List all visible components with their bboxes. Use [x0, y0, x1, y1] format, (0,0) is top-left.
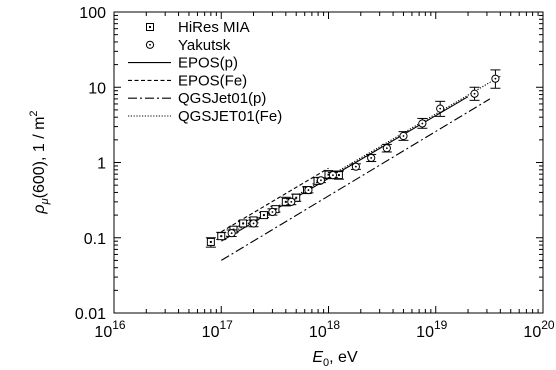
marker-center [332, 174, 334, 177]
legend-label: QGSJET01(Fe) [178, 108, 282, 125]
y-tick-label: 10 [88, 80, 106, 97]
legend-label: EPOS(Fe) [178, 72, 247, 89]
y-tick-label: 0.1 [84, 231, 106, 248]
data-point [216, 231, 227, 241]
y-tick-label: 100 [79, 5, 106, 22]
legend-entry: QGSJet01(p) [128, 90, 266, 107]
data-point [398, 131, 409, 141]
legend-label: Yakutsk [178, 37, 231, 54]
marker-center [271, 211, 274, 213]
marker-center [494, 77, 497, 80]
legend-entry: HiRes MIA [146, 19, 250, 36]
data-point [258, 211, 269, 220]
marker-center [230, 232, 233, 235]
data-point [366, 153, 377, 163]
marker-center [385, 147, 388, 150]
marker-center [473, 92, 476, 95]
legend-label: EPOS(p) [178, 55, 238, 72]
legend: HiRes MIAYakutskEPOS(p)EPOS(Fe)QGSJet01(… [128, 19, 282, 125]
legend-marker-center [149, 26, 151, 28]
marker-center [439, 107, 442, 110]
x-tick-label: 1018 [309, 318, 340, 341]
data-point [350, 162, 361, 171]
marker-center [327, 173, 330, 176]
marker-center [307, 189, 310, 191]
marker-center [284, 200, 287, 203]
x-tick-label: 1019 [416, 318, 447, 341]
data-point [327, 171, 338, 180]
data-point [435, 100, 446, 117]
data-points [205, 69, 501, 248]
x-tick-label: 1020 [523, 318, 554, 341]
data-point [267, 207, 278, 217]
legend-entry: EPOS(p) [128, 55, 238, 72]
marker-center [242, 222, 245, 225]
marker-center [370, 157, 373, 159]
data-point [238, 219, 249, 228]
marker-center [290, 200, 293, 203]
data-point [286, 197, 297, 206]
marker-center [295, 196, 298, 199]
marker-center [252, 222, 255, 225]
x-tick-label: 1016 [94, 318, 125, 341]
marker-center [421, 122, 424, 125]
x-axis-label: E0, eV [312, 349, 358, 369]
data-point [303, 185, 314, 195]
marker-center [402, 135, 405, 137]
marker-center [337, 174, 340, 177]
marker-center [320, 179, 322, 182]
marker-center [209, 240, 212, 243]
x-tick-labels: 1016 1017 1018 1019 1020 [94, 318, 554, 341]
x-tick-label: 1017 [202, 318, 233, 341]
data-point [333, 170, 344, 180]
y-tick-label: 0.01 [75, 306, 106, 323]
marker-center [220, 235, 223, 238]
y-tick-label: 1 [97, 156, 106, 173]
data-point [417, 117, 428, 129]
y-tick-labels: 0.01 0.1 1 10 100 [75, 5, 106, 323]
marker-center [354, 165, 357, 168]
y-axis-label: ρμ(600), 1 / m2 [28, 110, 51, 214]
legend-entry: EPOS(Fe) [128, 72, 247, 89]
data-point [248, 219, 259, 228]
series-line [221, 167, 329, 233]
legend-entry: Yakutsk [145, 37, 231, 54]
marker-center [262, 214, 265, 217]
tick-marks [113, 11, 544, 314]
legend-label: QGSJet01(p) [178, 90, 266, 107]
legend-marker-center [149, 43, 151, 46]
data-point [381, 143, 392, 153]
legend-label: HiRes MIA [178, 19, 250, 36]
data-point [469, 86, 480, 101]
legend-entry: QGSJET01(Fe) [128, 108, 282, 125]
data-point [315, 176, 326, 185]
data-point [490, 69, 501, 89]
data-point [205, 237, 216, 248]
series-line [221, 98, 491, 261]
data-point [226, 229, 237, 238]
